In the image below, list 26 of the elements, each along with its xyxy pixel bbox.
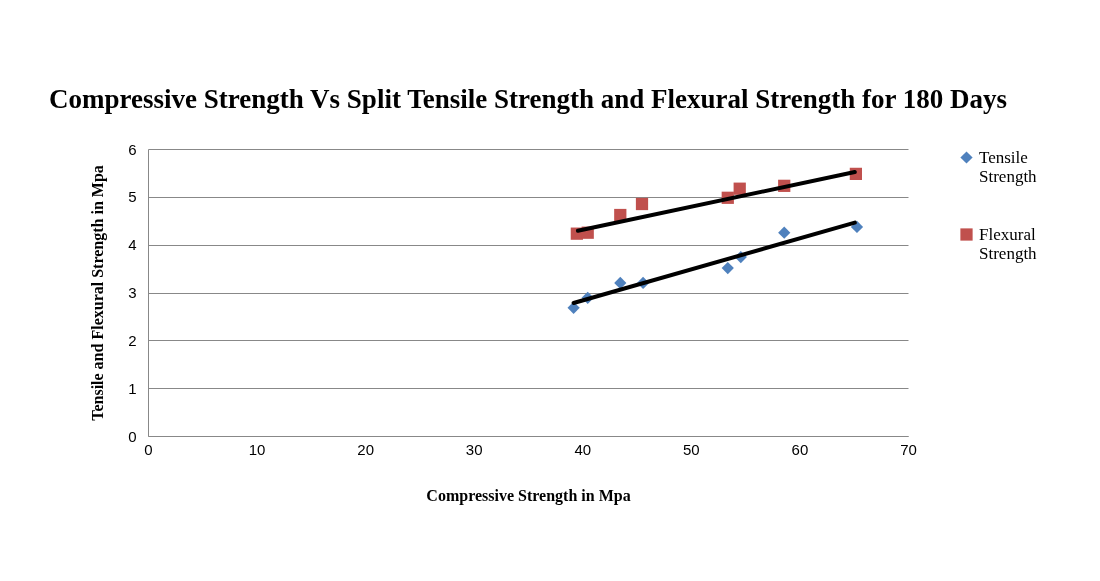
point: [733, 182, 746, 195]
legend-label: Flexural Strength: [979, 224, 1038, 263]
x-tick-label: 70: [900, 440, 917, 458]
x-tick-label: 30: [465, 440, 483, 458]
x-tick-label: 0: [144, 440, 153, 458]
point: [635, 197, 649, 211]
x-tick-label: 20: [357, 440, 374, 458]
point: [850, 220, 864, 234]
x-tick-label: 60: [791, 440, 809, 458]
chart-title: Compressive Strength Vs Split Tensile Strength and Flexural Strength for 180 Days: [49, 84, 1007, 114]
y-axis-title: Tensile and Flexural Strength in Mpa: [89, 165, 108, 421]
point: [614, 276, 627, 290]
point: [778, 226, 791, 239]
y-tick-label: 0: [128, 427, 137, 445]
y-tick-label: 3: [128, 284, 137, 301]
y-tick-label: 5: [128, 188, 137, 206]
y-tick-label: 6: [128, 140, 137, 158]
legend-label: Tensile Strength: [979, 147, 1038, 186]
x-tick-label: 10: [248, 440, 266, 458]
x-tick-label: 40: [574, 440, 592, 458]
y-tick-label: 1: [128, 379, 137, 397]
point: [721, 261, 734, 275]
x-tick-label: 50: [683, 440, 700, 458]
y-tick-label: 4: [128, 236, 137, 254]
y-tick-label: 2: [128, 331, 137, 349]
x-axis-title: Compressive Strength in Mpa: [426, 486, 631, 505]
